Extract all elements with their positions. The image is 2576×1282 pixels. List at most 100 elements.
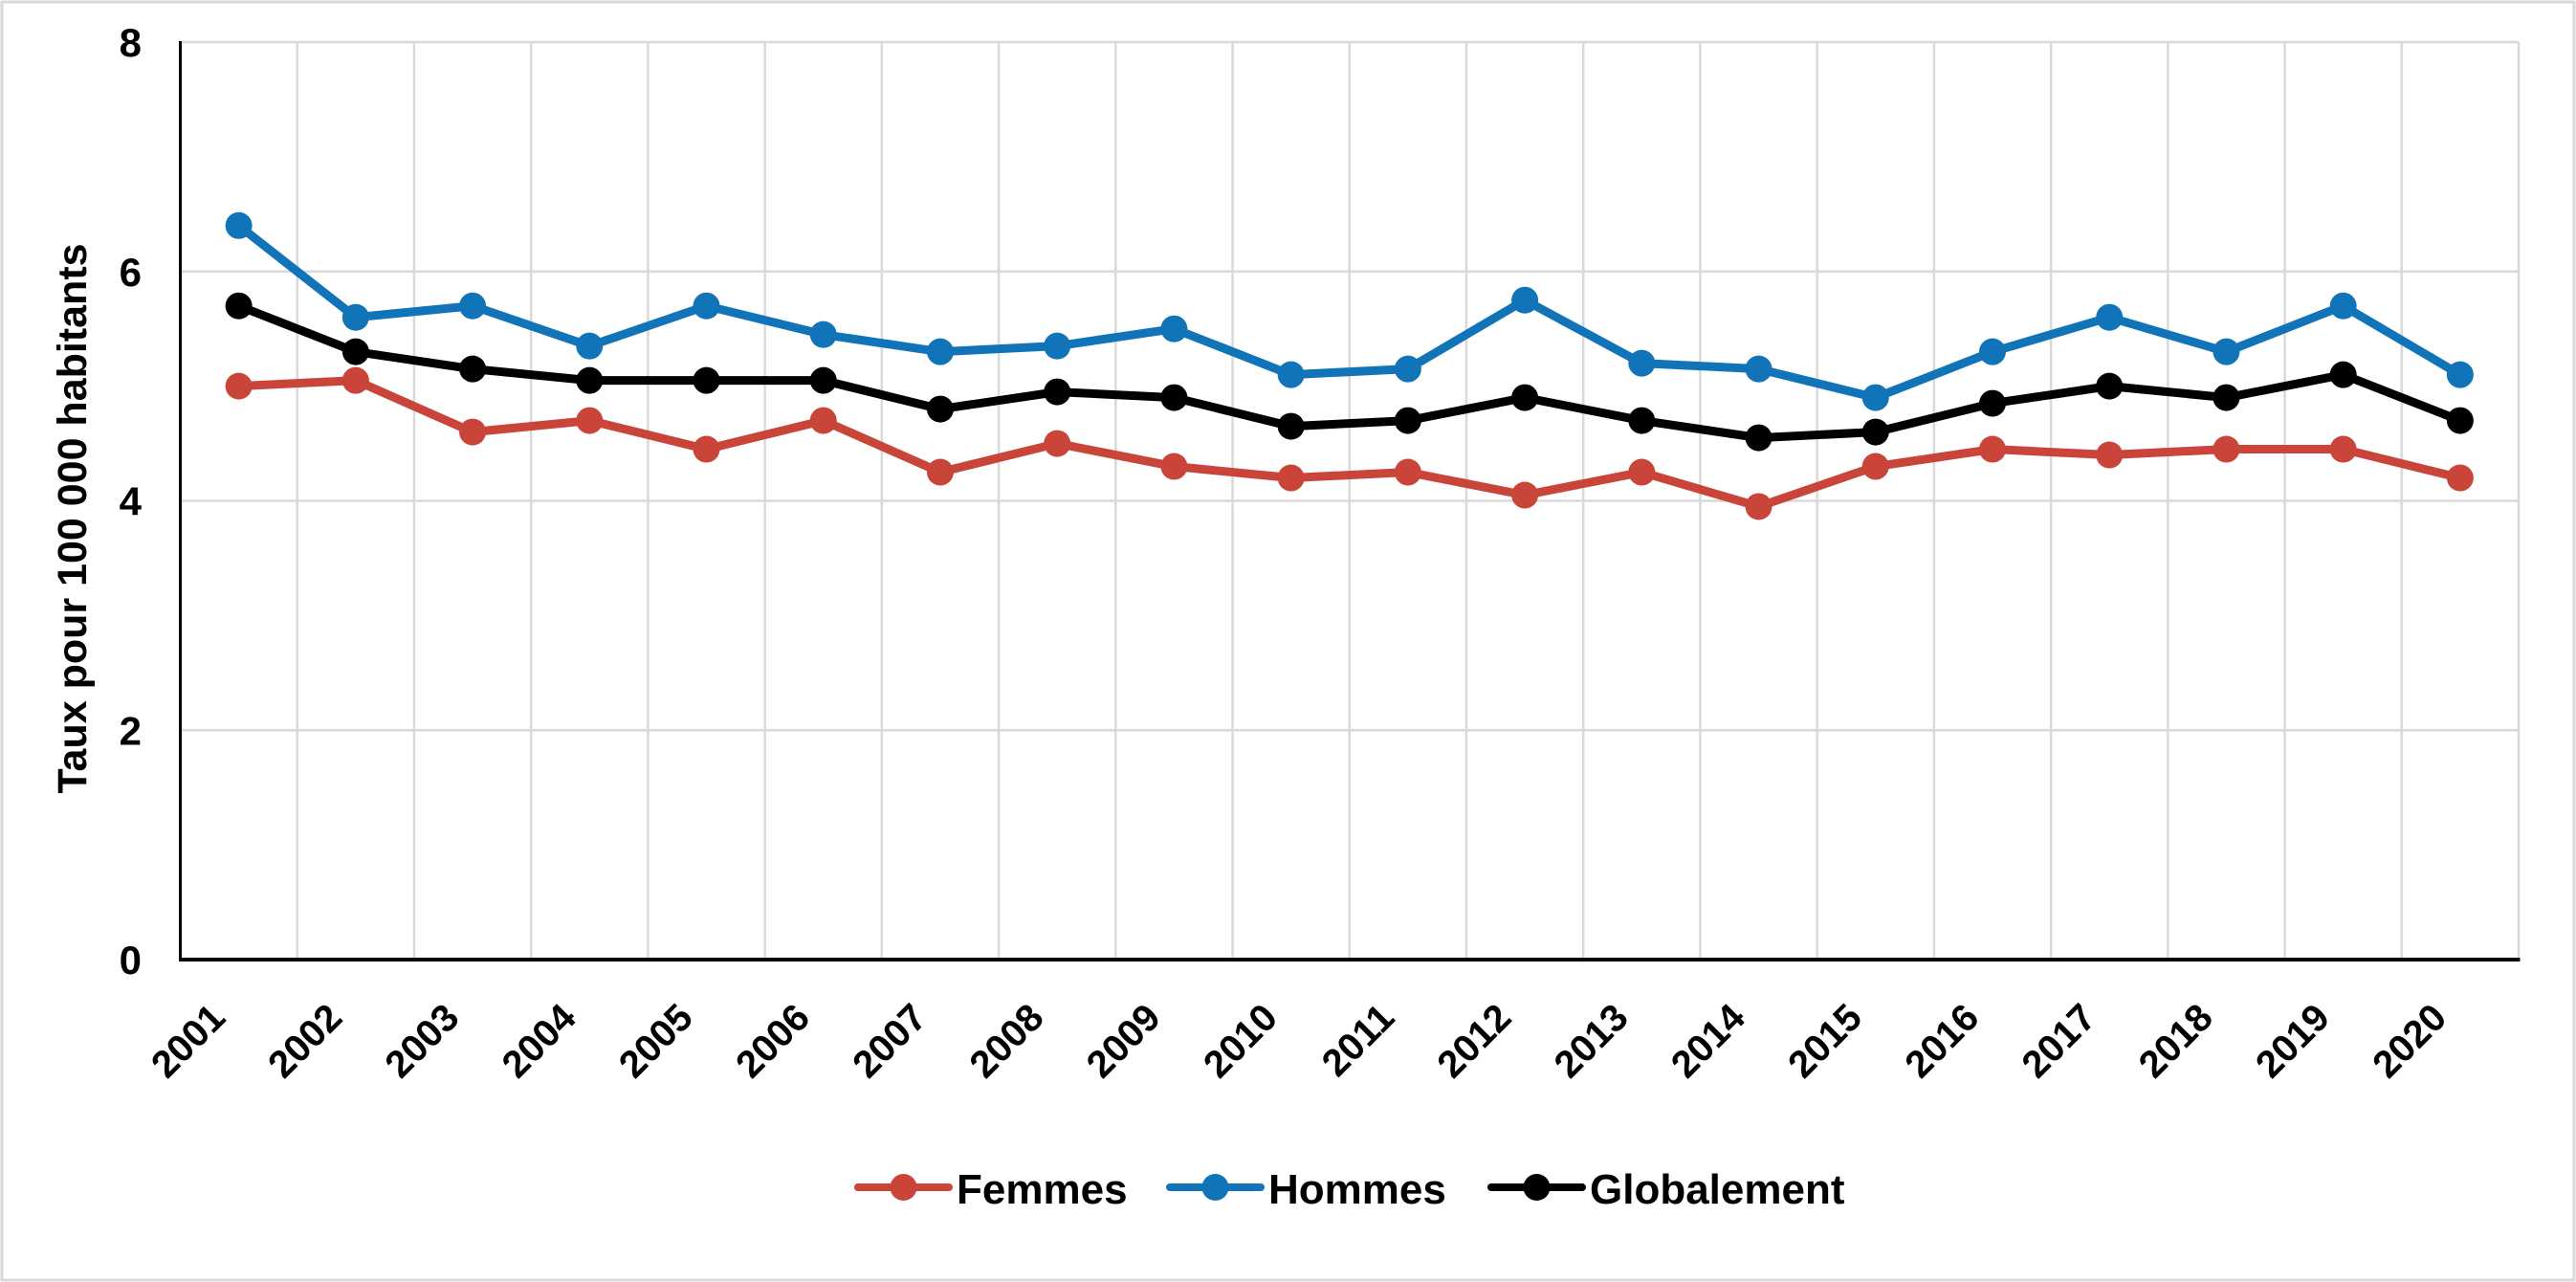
data-point-marker-globalement xyxy=(1978,389,2006,417)
data-point-marker-femmes xyxy=(2329,435,2357,463)
data-point-marker-globalement xyxy=(1861,418,1889,446)
data-point-marker-globalement xyxy=(2329,361,2357,388)
y-axis-tick-labels: 0 2 4 6 8 xyxy=(120,20,143,983)
x-tick-label: 2014 xyxy=(1663,996,1754,1087)
legend-item-hommes: Hommes xyxy=(1166,1166,1446,1213)
legend-label: Hommes xyxy=(1268,1166,1446,1213)
data-point-marker-globalement xyxy=(809,366,837,394)
data-point-marker-globalement xyxy=(459,355,487,383)
data-point-marker-femmes xyxy=(1978,435,2006,463)
legend-label: Femmes xyxy=(957,1166,1128,1213)
y-tick-label: 2 xyxy=(120,708,142,753)
data-point-marker-femmes xyxy=(1160,453,1188,480)
x-tick-label: 2003 xyxy=(377,996,467,1086)
data-point-marker-hommes xyxy=(693,292,720,320)
data-point-marker-globalement xyxy=(341,338,369,365)
x-tick-label: 2005 xyxy=(611,996,701,1086)
data-point-marker-hommes xyxy=(1394,355,1421,383)
data-point-marker-femmes xyxy=(2446,464,2474,492)
y-axis-title: Taux pour 100 000 habitants xyxy=(50,243,96,793)
data-point-marker-femmes xyxy=(1277,464,1305,492)
data-point-marker-hommes xyxy=(1160,315,1188,343)
legend-item-femmes: Femmes xyxy=(854,1166,1128,1213)
x-tick-label: 2020 xyxy=(2365,996,2455,1086)
gridlines xyxy=(180,40,2521,960)
x-tick-label: 2006 xyxy=(728,996,818,1086)
data-point-marker-femmes xyxy=(225,372,253,400)
data-point-marker-globalement xyxy=(576,366,604,394)
series-line-hommes xyxy=(234,221,2465,403)
data-point-marker-globalement xyxy=(926,395,954,423)
x-tick-label: 2012 xyxy=(1429,996,1519,1086)
data-point-marker-hommes xyxy=(225,211,253,239)
data-point-marker-hommes xyxy=(1978,338,2006,365)
x-tick-label: 2002 xyxy=(260,996,350,1086)
y-tick-label: 4 xyxy=(120,479,143,524)
data-point-marker-globalement xyxy=(1394,407,1421,434)
x-tick-label: 2007 xyxy=(845,996,935,1086)
x-tick-label: 2015 xyxy=(1780,996,1870,1086)
y-tick-label: 6 xyxy=(120,250,142,295)
y-tick-label: 8 xyxy=(120,20,142,65)
x-tick-label: 2011 xyxy=(1314,996,1402,1084)
data-point-marker-globalement xyxy=(1628,407,1656,434)
data-point-marker-femmes xyxy=(341,366,369,394)
data-point-marker-hommes xyxy=(926,338,954,365)
legend: Femmes Hommes Globalement xyxy=(854,1166,1845,1213)
data-series xyxy=(225,211,2474,520)
data-point-marker-femmes xyxy=(1628,458,1656,486)
legend-marker-dot xyxy=(1201,1174,1229,1201)
x-tick-label: 2016 xyxy=(1897,996,1987,1086)
legend-label: Globalement xyxy=(1590,1166,1845,1213)
data-point-marker-hommes xyxy=(1044,332,1071,360)
data-point-marker-femmes xyxy=(1745,493,1772,520)
series-line-femmes xyxy=(234,376,2465,511)
data-point-marker-femmes xyxy=(576,407,604,434)
data-point-marker-hommes xyxy=(459,292,487,320)
x-tick-label: 2009 xyxy=(1079,996,1169,1086)
data-point-marker-globalement xyxy=(2213,384,2240,411)
legend-item-globalement: Globalement xyxy=(1487,1166,1845,1213)
x-tick-label: 2019 xyxy=(2248,996,2338,1086)
x-axis-tick-labels: 2001 2002 2003 2004 2005 2006 2007 2008 2009 2010… xyxy=(143,996,2455,1087)
data-point-marker-hommes xyxy=(1861,384,1889,411)
data-point-marker-femmes xyxy=(1044,430,1071,457)
data-point-marker-femmes xyxy=(1511,481,1539,509)
x-tick-label: 2010 xyxy=(1196,996,1286,1086)
legend-marker-dot xyxy=(1523,1174,1551,1201)
x-tick-label: 2017 xyxy=(2015,996,2104,1086)
data-point-marker-globalement xyxy=(1160,384,1188,411)
data-point-marker-hommes xyxy=(2096,303,2124,331)
data-point-marker-hommes xyxy=(341,303,369,331)
data-point-marker-globalement xyxy=(1745,424,1772,452)
data-point-marker-hommes xyxy=(809,320,837,348)
data-point-marker-femmes xyxy=(1861,453,1889,480)
data-point-marker-femmes xyxy=(459,418,487,446)
x-tick-label: 2013 xyxy=(1547,996,1637,1086)
axes xyxy=(179,41,2521,962)
data-point-marker-hommes xyxy=(1628,349,1656,377)
data-point-marker-globalement xyxy=(1277,412,1305,440)
data-point-marker-hommes xyxy=(2446,361,2474,388)
data-point-marker-hommes xyxy=(2329,292,2357,320)
data-point-marker-femmes xyxy=(1394,458,1421,486)
x-tick-label: 2008 xyxy=(962,996,1052,1086)
data-point-marker-femmes xyxy=(2096,441,2124,469)
x-tick-label: 2018 xyxy=(2131,996,2221,1086)
y-tick-label: 0 xyxy=(120,938,142,983)
data-point-marker-hommes xyxy=(1277,361,1305,388)
data-point-marker-globalement xyxy=(2096,372,2124,400)
data-point-marker-globalement xyxy=(2446,407,2474,434)
x-tick-label: 2004 xyxy=(495,996,585,1087)
data-point-marker-femmes xyxy=(809,407,837,434)
series-line-globalement xyxy=(234,301,2465,443)
data-point-marker-hommes xyxy=(576,332,604,360)
data-point-marker-femmes xyxy=(2213,435,2240,463)
data-point-marker-femmes xyxy=(693,435,720,463)
data-point-marker-globalement xyxy=(1511,384,1539,411)
data-point-marker-hommes xyxy=(1745,355,1772,383)
data-point-marker-globalement xyxy=(693,366,720,394)
